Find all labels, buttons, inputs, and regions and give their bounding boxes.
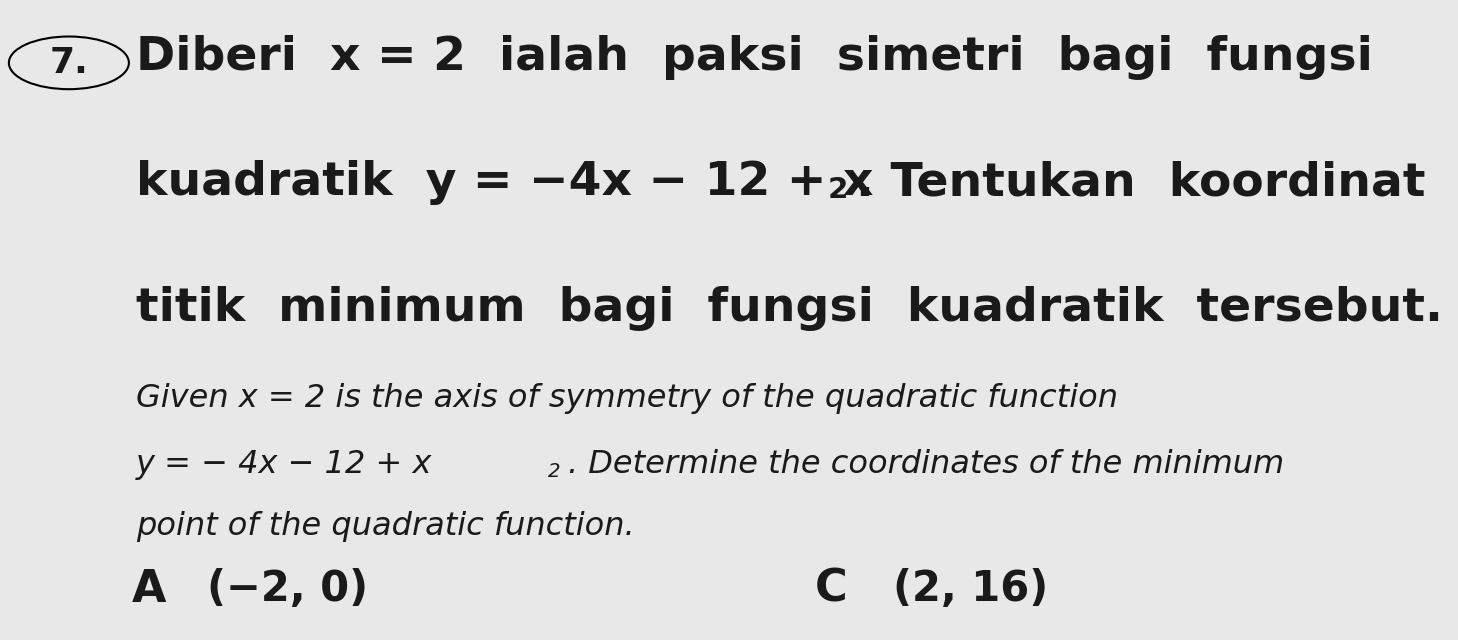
Text: y = − 4x − 12 + x: y = − 4x − 12 + x [136, 449, 433, 479]
Text: titik  minimum  bagi  fungsi  kuadratik  tersebut.: titik minimum bagi fungsi kuadratik ters… [136, 285, 1443, 330]
Text: Diberi  x = 2  ialah  paksi  simetri  bagi  fungsi: Diberi x = 2 ialah paksi simetri bagi fu… [136, 35, 1373, 79]
Text: . Tentukan  koordinat: . Tentukan koordinat [856, 160, 1426, 205]
Text: Given x = 2 is the axis of symmetry of the quadratic function: Given x = 2 is the axis of symmetry of t… [136, 383, 1118, 413]
Text: 2: 2 [548, 462, 560, 481]
Text: (2, 16): (2, 16) [894, 568, 1048, 610]
Text: point of the quadratic function.: point of the quadratic function. [136, 511, 634, 542]
Text: (−2, 0): (−2, 0) [207, 568, 369, 610]
Text: . Determine the coordinates of the minimum: . Determine the coordinates of the minim… [567, 449, 1283, 479]
Text: A: A [131, 568, 166, 611]
Text: C: C [815, 568, 847, 611]
Text: 7.: 7. [50, 46, 89, 80]
Text: 2: 2 [828, 176, 849, 204]
Text: kuadratik  y = −4x − 12 + x: kuadratik y = −4x − 12 + x [136, 160, 873, 205]
